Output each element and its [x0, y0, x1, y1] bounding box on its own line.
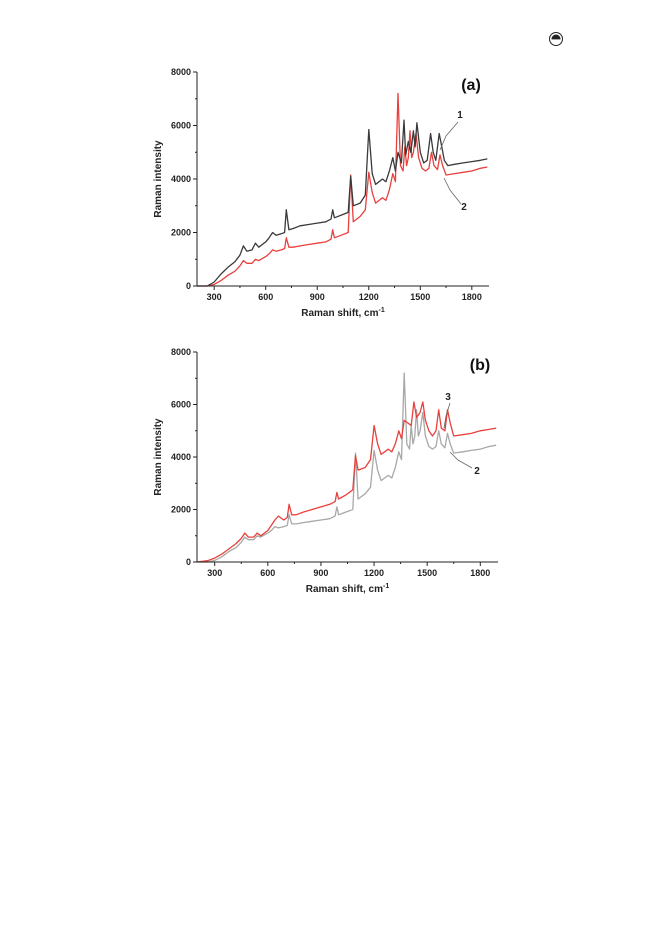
- x-tick-label: 1500: [410, 292, 430, 302]
- x-tick-label: 600: [258, 292, 273, 302]
- y-axis-label: Raman intensity: [153, 418, 164, 496]
- panel-label: (b): [470, 357, 490, 374]
- chart-panel-b: 0 2000 4000 6000 8000 300 600 900 1200 1500 1800 Ra…: [153, 347, 498, 595]
- y-axis-label: Raman intensity: [153, 140, 164, 218]
- x-tick-label: 1200: [359, 292, 379, 302]
- x-tick-label: 1800: [462, 292, 482, 302]
- y-tick-label: 8000: [171, 347, 191, 357]
- x-tick-label: 900: [310, 292, 325, 302]
- x-axis-label-superscript: -1: [379, 307, 385, 314]
- series-line-2: [197, 372, 497, 563]
- callout-line: [449, 451, 473, 469]
- y-tick-label: 0: [186, 281, 191, 291]
- x-axis-label: Raman shift, cm-1: [306, 583, 390, 595]
- series-line-2: [197, 92, 488, 287]
- x-tick-label: 1800: [470, 568, 490, 578]
- x-tick-label: 300: [207, 292, 222, 302]
- y-tick-label: 8000: [171, 67, 191, 77]
- callout-line: [443, 177, 462, 205]
- x-tick-label: 300: [207, 568, 222, 578]
- x-tick-label: 900: [313, 568, 328, 578]
- x-tick-label: 600: [260, 568, 275, 578]
- chart-panel-a: 0 2000 4000 6000 8000 300 600 900 1200 1500 1800 Ra…: [153, 67, 489, 319]
- y-tick-label: 4000: [171, 452, 191, 462]
- callout-line: [443, 402, 451, 429]
- series-callout-label: 3: [445, 392, 451, 403]
- x-tick-label: 1500: [417, 568, 437, 578]
- series-line-3: [196, 401, 497, 563]
- y-tick-label: 6000: [171, 121, 191, 131]
- y-tick-label: 4000: [171, 174, 191, 184]
- y-tick-label: 2000: [171, 228, 191, 238]
- x-tick-label: 1200: [364, 568, 384, 578]
- series-callout-label: 2: [474, 466, 480, 477]
- x-axis-label-superscript: -1: [383, 583, 389, 590]
- x-axis-label: Raman shift, cm-1: [301, 307, 385, 319]
- series-callout-label: 2: [461, 202, 467, 213]
- y-tick-label: 2000: [171, 505, 191, 515]
- callout-line: [439, 121, 459, 151]
- y-tick-label: 0: [186, 557, 191, 567]
- panel-label: (a): [461, 77, 481, 94]
- series-line-1: [197, 119, 488, 287]
- circled-symbol-icon: [548, 31, 564, 47]
- series-callout-label: 1: [457, 110, 463, 121]
- y-tick-label: 6000: [171, 400, 191, 410]
